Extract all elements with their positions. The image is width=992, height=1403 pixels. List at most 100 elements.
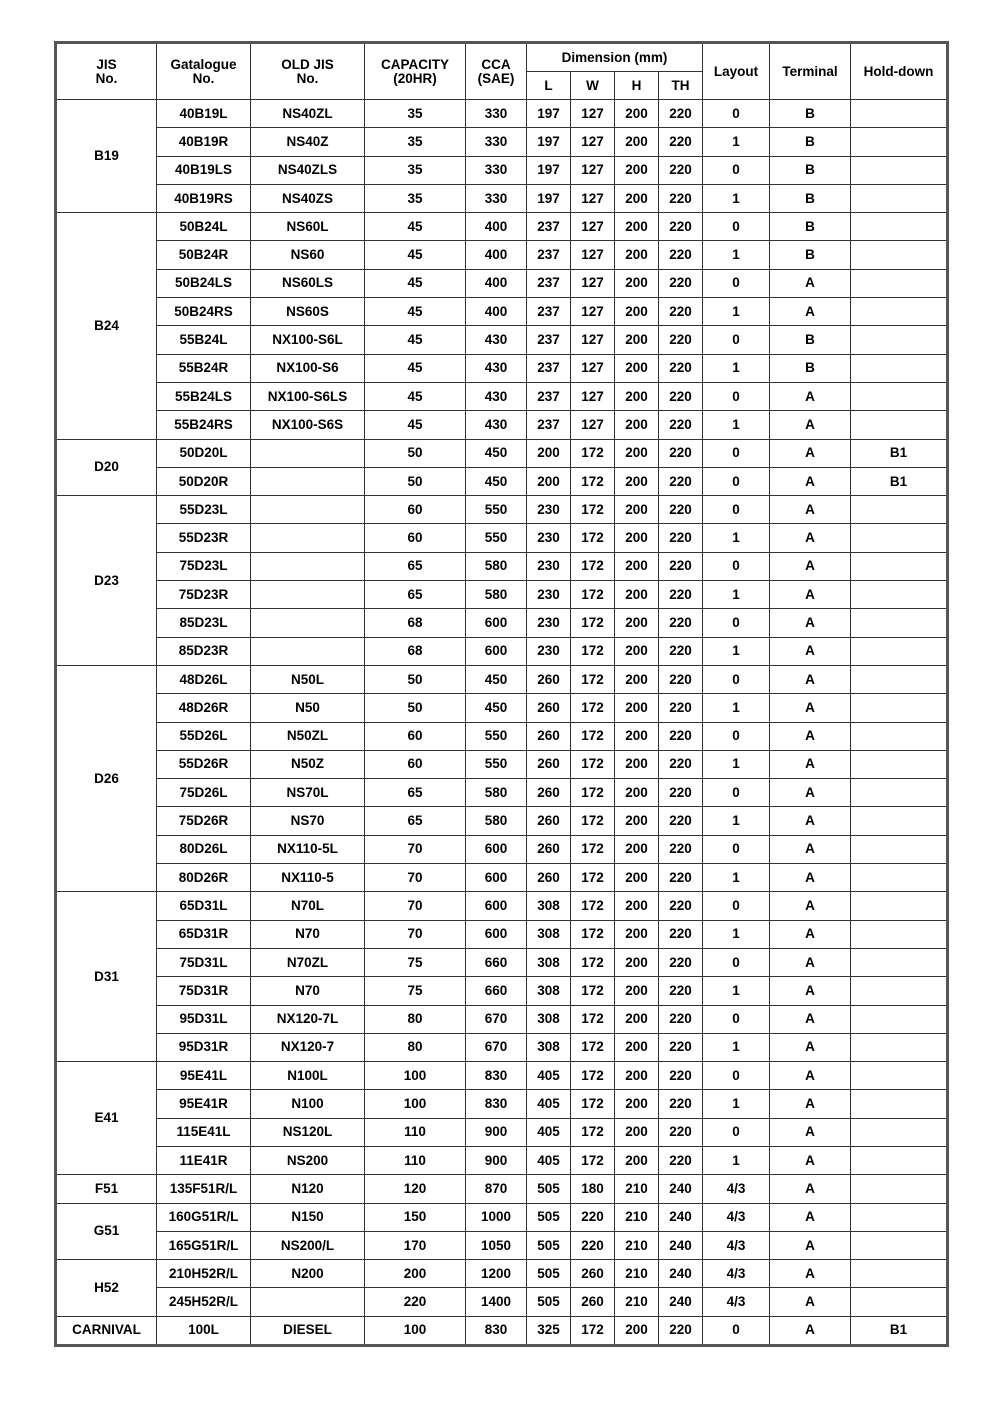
- cell-catalogue-no: 135F51R/L: [156, 1174, 251, 1204]
- cell-hold-down: [850, 693, 949, 723]
- cell-old-jis-no: NX120-7: [250, 1032, 365, 1063]
- cell-jis-no: G51: [55, 1202, 157, 1261]
- cell-capacity: 110: [364, 1145, 466, 1176]
- cell-hold-down: [850, 863, 949, 893]
- cell-dim-h: 200: [614, 806, 659, 836]
- cell-catalogue-no: 48D26R: [156, 693, 251, 723]
- cell-capacity: 35: [364, 127, 466, 157]
- table-row: 55B24R NX100-S6 45 430 237 127 200 220 1 B: [56, 353, 949, 383]
- cell-dim-th: 220: [657, 1117, 704, 1147]
- table-row: 115E41L NS120L 110 900 405 172 200 220 0 A: [56, 1117, 949, 1147]
- cell-old-jis-no: NX100-S6L: [250, 325, 365, 355]
- cell-terminal: A: [769, 268, 852, 299]
- cell-catalogue-no: 160G51R/L: [156, 1202, 251, 1232]
- cell-hold-down: [850, 1089, 949, 1119]
- cell-hold-down: [850, 127, 949, 157]
- cell-dim-l: 405: [526, 1061, 571, 1091]
- cell-dim-h: 200: [614, 495, 659, 525]
- cell-capacity: 50: [364, 438, 466, 468]
- table-row: 80D26L NX110-5L 70 600 260 172 200 220 0 A: [56, 834, 949, 865]
- cell-hold-down: [850, 297, 949, 327]
- table-row: 80D26R NX110-5 70 600 260 172 200 220 1 A: [56, 863, 949, 893]
- cell-dim-l: 405: [526, 1089, 571, 1119]
- cell-dim-w: 172: [570, 608, 615, 638]
- cell-terminal: A: [769, 1004, 852, 1034]
- cell-dim-h: 200: [614, 212, 659, 242]
- cell-cca: 1000: [465, 1202, 527, 1232]
- cell-dim-th: 220: [657, 1315, 704, 1347]
- cell-terminal: A: [769, 919, 852, 949]
- cell-jis-no: F51: [55, 1174, 157, 1204]
- cell-dim-h: 200: [614, 608, 659, 638]
- cell-catalogue-no: 50B24L: [156, 212, 251, 242]
- table-row: G51 160G51R/L N150 150 1000 505 220 210 240 4/3 A: [55, 1202, 949, 1261]
- cell-dim-w: 172: [570, 778, 615, 808]
- cell-dim-th: 220: [657, 183, 704, 214]
- cell-layout: 0: [702, 1117, 771, 1147]
- table-row: F51 135F51R/L N120 120 870 505 180 210 240 4/3 A: [55, 1174, 949, 1204]
- cell-terminal: B: [769, 212, 852, 242]
- cell-dim-w: 172: [570, 551, 615, 582]
- cell-terminal: A: [769, 1117, 852, 1147]
- cell-dim-th: 240: [657, 1259, 704, 1289]
- cell-dim-w: 172: [570, 466, 615, 497]
- cell-hold-down: [850, 1117, 949, 1147]
- cell-layout: 0: [702, 721, 771, 751]
- cell-dim-w: 172: [570, 976, 615, 1006]
- cell-layout: 0: [702, 778, 771, 808]
- cell-dim-w: 172: [570, 636, 615, 666]
- cell-cca: 580: [465, 778, 527, 808]
- cell-catalogue-no: 55D26R: [156, 749, 251, 780]
- cell-dim-w: 172: [570, 834, 615, 865]
- cell-catalogue-no: 95E41L: [156, 1061, 251, 1091]
- cell-layout: 0: [702, 664, 771, 695]
- cell-dim-h: 200: [614, 693, 659, 723]
- cell-dim-h: 210: [614, 1259, 659, 1289]
- cell-dim-w: 172: [570, 1145, 615, 1176]
- cell-dim-w: 220: [570, 1202, 615, 1232]
- cell-old-jis-no: N70ZL: [250, 947, 365, 978]
- header-terminal: Terminal: [769, 42, 852, 100]
- cell-dim-w: 172: [570, 1061, 615, 1091]
- cell-dim-h: 200: [614, 381, 659, 412]
- cell-dim-l: 197: [526, 127, 571, 157]
- cell-old-jis-no: N70: [250, 919, 365, 949]
- table-row: E41 95E41L N100L 100 830 405 172 200 220 0 A: [55, 1061, 949, 1176]
- cell-dim-h: 200: [614, 1061, 659, 1091]
- cell-capacity: 68: [364, 608, 466, 638]
- cell-dim-w: 180: [570, 1174, 615, 1204]
- table-body: B19 40B19L NS40ZL 35 330 197 127 200 220 0 B 40B19R…: [55, 98, 949, 1347]
- cell-layout: 4/3: [702, 1174, 771, 1204]
- cell-cca: 600: [465, 608, 527, 638]
- cell-dim-w: 127: [570, 353, 615, 383]
- cell-old-jis-no: N70L: [250, 891, 365, 921]
- cell-hold-down: [850, 325, 949, 355]
- cell-cca: 550: [465, 749, 527, 780]
- cell-dim-th: 220: [657, 551, 704, 582]
- cell-dim-w: 172: [570, 523, 615, 553]
- cell-terminal: A: [769, 834, 852, 865]
- cell-capacity: 35: [364, 98, 466, 129]
- cell-capacity: 50: [364, 466, 466, 497]
- cell-layout: 1: [702, 919, 771, 949]
- cell-hold-down: [850, 919, 949, 949]
- cell-cca: 330: [465, 127, 527, 157]
- cell-hold-down: [850, 1145, 949, 1176]
- cell-layout: 0: [702, 98, 771, 129]
- cell-cca: 1200: [465, 1259, 527, 1289]
- cell-layout: 1: [702, 976, 771, 1006]
- cell-old-jis-no: N100: [250, 1089, 365, 1119]
- cell-hold-down: [850, 1032, 949, 1063]
- cell-cca: 580: [465, 806, 527, 836]
- cell-old-jis-no: [250, 608, 365, 638]
- cell-dim-th: 220: [657, 127, 704, 157]
- cell-jis-no: CARNIVAL: [55, 1315, 157, 1347]
- header-layout: Layout: [702, 42, 771, 100]
- cell-old-jis-no: NS60S: [250, 297, 365, 327]
- cell-dim-w: 172: [570, 1117, 615, 1147]
- cell-dim-th: 220: [657, 834, 704, 865]
- cell-dim-th: 220: [657, 693, 704, 723]
- cell-terminal: A: [769, 466, 852, 497]
- cell-dim-l: 200: [526, 466, 571, 497]
- cell-old-jis-no: [250, 495, 365, 525]
